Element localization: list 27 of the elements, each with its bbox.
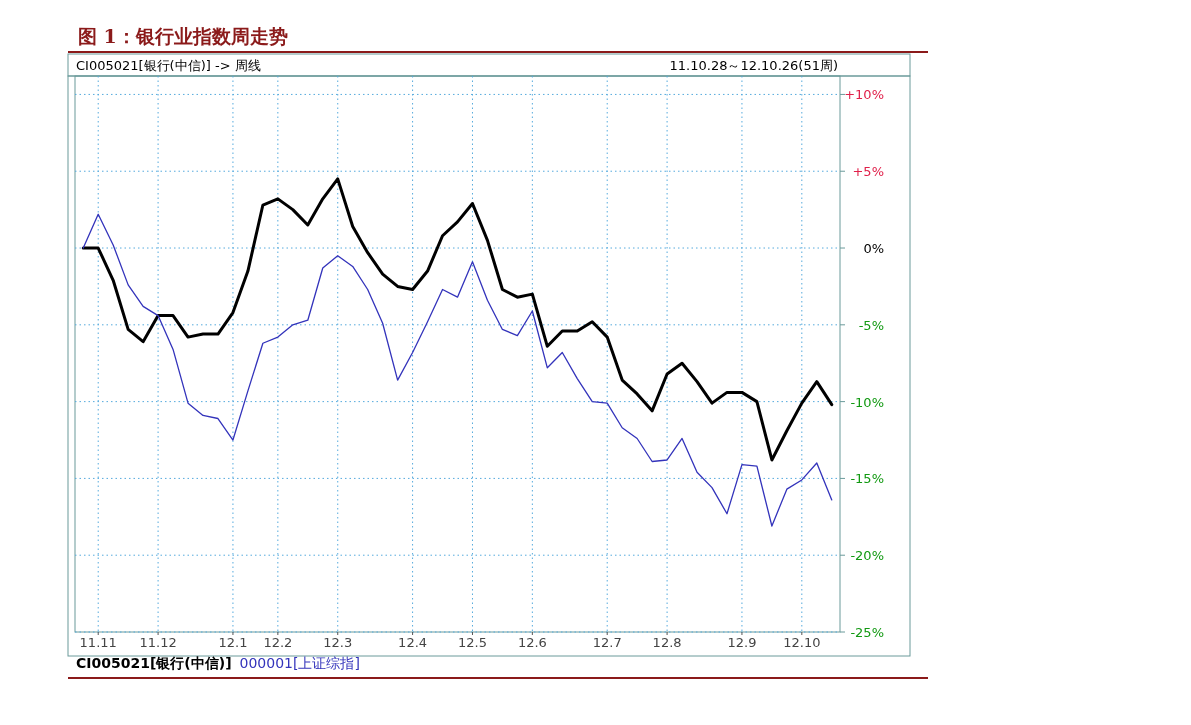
- chart-subtitle: CI005021[银行(中信)] -> 周线: [76, 58, 261, 73]
- chart-title: 图 1：银行业指数周走势: [78, 25, 288, 47]
- x-tick-label: 12.7: [592, 635, 622, 650]
- line-series: [81, 177, 834, 462]
- x-tick-label: 12.3: [323, 635, 353, 650]
- y-tick-label: -10%: [850, 394, 884, 410]
- y-tick-label: +10%: [844, 87, 884, 103]
- text: 000001[上证综指]: [239, 655, 360, 671]
- line-series: [82, 213, 833, 527]
- x-tick-label: 12.10: [783, 635, 821, 650]
- y-tick-label: +5%: [852, 164, 884, 180]
- text: CI005021[银行(中信)]: [76, 655, 232, 671]
- x-tick-label: 12.5: [457, 635, 487, 650]
- x-tick-label: 12.2: [263, 635, 293, 650]
- x-tick-label: 12.1: [218, 635, 248, 650]
- x-tick-label: 12.6: [517, 635, 547, 650]
- y-tick-label: -20%: [850, 548, 884, 564]
- y-tick-label: 0%: [863, 241, 884, 257]
- y-tick-label: -5%: [858, 317, 884, 333]
- x-tick-label: 11.12: [139, 635, 177, 650]
- x-tick-label: 12.4: [398, 635, 428, 650]
- y-tick-label: -25%: [850, 625, 884, 640]
- x-tick-label: 12.9: [727, 635, 757, 650]
- text: 11.10.28～12.10.26(51周): [669, 58, 838, 73]
- y-tick-label: -15%: [850, 471, 884, 487]
- x-tick-label: 12.8: [652, 635, 682, 650]
- x-tick-label: 11.11: [79, 635, 117, 650]
